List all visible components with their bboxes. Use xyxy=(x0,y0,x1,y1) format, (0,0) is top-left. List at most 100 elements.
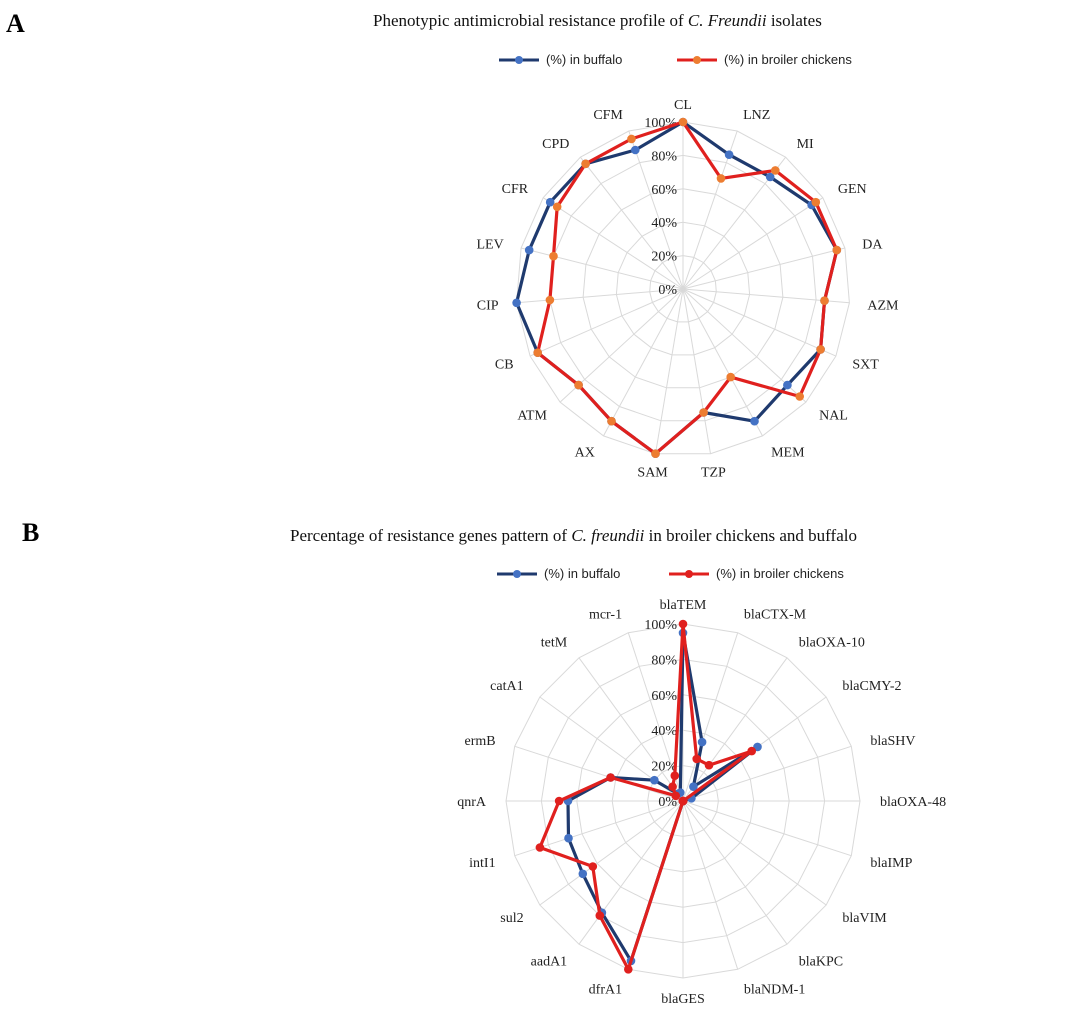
radar-b-spoke xyxy=(682,800,827,906)
radar-b-series-1-line xyxy=(538,622,754,971)
radar-a-series-1-point xyxy=(820,296,829,306)
radar-b-spoke xyxy=(578,800,684,945)
radar-a-category-label: SXT xyxy=(852,357,879,372)
radar-a-grid-ring xyxy=(516,121,850,455)
radar-a-grid-ring xyxy=(649,255,717,323)
radar-b-tick-label: 60% xyxy=(651,689,677,704)
radar-a-series-0-point xyxy=(783,380,792,390)
radar-a-spoke xyxy=(682,288,763,437)
radar-a-spoke xyxy=(682,288,837,357)
radar-a-series-1-point xyxy=(832,245,842,255)
radar-a-tick-label: 40% xyxy=(651,216,677,231)
legend-b-buffalo-label: (%) in buffalo xyxy=(544,566,620,581)
radar-a-spoke xyxy=(542,197,684,290)
radar-b-tick-label: 40% xyxy=(651,724,677,739)
radar-a-category-label: AX xyxy=(575,446,595,461)
radar-a-spoke xyxy=(529,288,684,357)
radar-a-spoke xyxy=(628,130,684,290)
panel-b-title: Percentage of resistance genes pattern o… xyxy=(290,526,857,545)
radar-b-series-1-point xyxy=(704,760,714,770)
radar-b-category-label: blaOXA-48 xyxy=(880,795,946,810)
radar-b-spoke xyxy=(682,745,852,802)
radar-a-series-1-point xyxy=(816,345,825,354)
legend-b-chicken-label: (%) in broiler chickens xyxy=(716,566,844,581)
radar-b-series-1-point xyxy=(678,796,688,806)
legend-b-buffalo-marker xyxy=(513,570,521,578)
radar-b-category-label: tetM xyxy=(541,636,568,651)
radar-b-category-label: dfrA1 xyxy=(589,982,622,997)
radar-b-category-label: mcr-1 xyxy=(589,608,622,623)
panel-a-legend: (%) in buffalo (%) in broiler chickens xyxy=(499,52,852,67)
radar-a-category-label: MI xyxy=(797,137,814,152)
radar-b-category-label: blaIMP xyxy=(870,856,912,871)
radar-b-series-1-point xyxy=(535,843,545,852)
radar-a-series-1-point xyxy=(552,202,562,212)
radar-b-spoke xyxy=(682,800,788,945)
radar-b-tick-label: 100% xyxy=(644,618,677,633)
radar-b-category-label: blaCMY-2 xyxy=(842,679,901,694)
legend-a-buffalo-marker xyxy=(515,56,523,64)
radar-a-series-1-point xyxy=(574,380,583,390)
radar-b-series-1-point xyxy=(606,773,615,782)
radar-a-category-label: TZP xyxy=(701,466,726,481)
radar-b-series-0-point xyxy=(650,775,659,785)
radar-a-tick-label: 0% xyxy=(658,283,677,298)
radar-a-category-label: ATM xyxy=(517,408,547,423)
panel-a-title: Phenotypic antimicrobial resistance prof… xyxy=(373,11,822,30)
radar-a-spoke xyxy=(520,247,684,290)
radar-a-series-1-point xyxy=(716,174,726,183)
radar-a-category-label: NAL xyxy=(819,408,848,423)
radar-b-category-label: blaGES xyxy=(661,992,705,1007)
radar-a-spoke xyxy=(516,288,684,304)
radar-b-category-label: catA1 xyxy=(490,679,523,694)
radar-b-spoke xyxy=(514,745,684,802)
radar-b-series-1-point xyxy=(668,782,677,791)
radar-a-category-label: CPD xyxy=(542,137,569,152)
radar-b-category-label: blaSHV xyxy=(870,734,915,749)
radar-b-tick-label: 20% xyxy=(651,760,677,775)
radar-a-series-1-line xyxy=(536,120,839,456)
radar-a-category-label: DA xyxy=(862,238,883,253)
radar-b-spoke xyxy=(682,657,788,802)
radar-b-category-label: aadA1 xyxy=(531,954,568,969)
radar-a-series-0-point xyxy=(765,172,775,182)
radar-b-series-1-point xyxy=(747,746,756,756)
radar-a-grid-ring xyxy=(549,154,817,422)
radar-a-series-0-point xyxy=(512,298,521,308)
radar-b-spoke xyxy=(682,632,739,802)
radar-b-series-0-point xyxy=(697,737,707,747)
radar-a-series-0-point xyxy=(524,245,534,255)
radar-b-series-1-point xyxy=(671,791,681,801)
radar-a-series-1-point xyxy=(699,408,708,417)
radar-a-series-1-point xyxy=(545,295,555,305)
radar-b-series-1-point xyxy=(595,911,605,920)
radar-a-spoke xyxy=(682,247,846,290)
panel-b-letter: B xyxy=(22,518,39,547)
radar-b-series-1-point xyxy=(670,771,680,780)
radar-a-category-label: AZM xyxy=(867,298,899,313)
legend-a-chicken-label: (%) in broiler chickens xyxy=(724,52,852,67)
radar-a-series-1-point xyxy=(581,159,590,169)
radar-chart-a: 0%20%40%60%80%100%CLLNZMIGENDAAZMSXTNALM… xyxy=(476,98,899,481)
radar-b-tick-label: 80% xyxy=(651,653,677,668)
panel-b-legend: (%) in buffalo (%) in broiler chickens xyxy=(497,566,844,581)
radar-a-grid-ring xyxy=(615,221,751,356)
radar-b-series-1-point xyxy=(588,862,598,871)
radar-a-spoke xyxy=(580,156,684,290)
radar-b-category-label: intI1 xyxy=(469,856,495,871)
radar-a-category-label: CIP xyxy=(477,298,499,313)
radar-a-series-1-point xyxy=(678,117,688,127)
radar-b-category-label: blaTEM xyxy=(660,598,707,613)
radar-a-category-label: CB xyxy=(495,357,514,372)
radar-b-category-label: qnrA xyxy=(457,795,487,810)
radar-a-series-0-point xyxy=(545,197,555,207)
radar-b-series-0-point xyxy=(689,782,698,791)
radar-b-series-1-point xyxy=(678,619,688,629)
radar-a-series-0-point xyxy=(750,416,759,426)
radar-b-series-0-point xyxy=(564,833,573,843)
radar-b-spoke xyxy=(539,800,684,906)
radar-b-series-1-point xyxy=(554,796,564,806)
radar-b-category-label: blaVIM xyxy=(842,911,887,926)
radar-a-category-label: SAM xyxy=(637,466,668,481)
radar-a-spoke xyxy=(682,288,711,454)
